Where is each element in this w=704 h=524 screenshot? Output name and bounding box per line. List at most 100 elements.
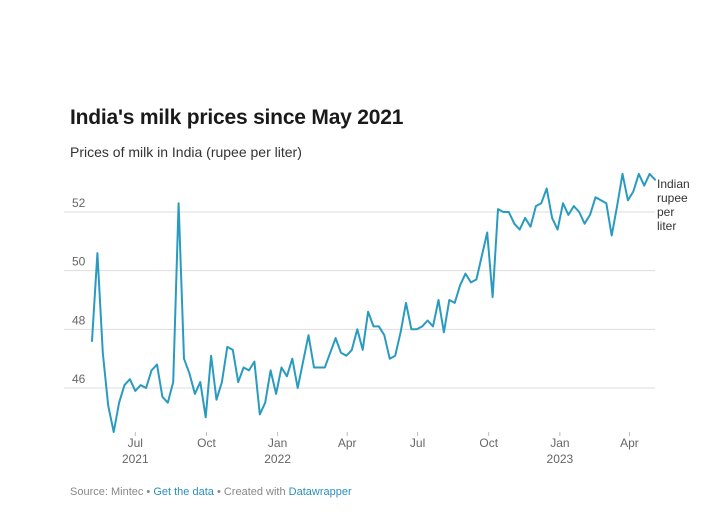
x-tick-label: Apr: [620, 436, 639, 450]
data-point: [502, 211, 504, 213]
get-data-link[interactable]: Get the data: [153, 486, 214, 498]
data-point: [145, 387, 147, 389]
data-point: [329, 352, 331, 354]
x-tick-label: Oct: [197, 436, 216, 450]
series-label: per: [657, 205, 674, 219]
series-label: Indian: [657, 177, 690, 191]
data-point: [432, 325, 434, 327]
data-point: [621, 173, 623, 175]
data-point: [464, 272, 466, 274]
x-tick-label: Apr: [338, 436, 357, 450]
data-point: [259, 413, 261, 415]
data-point: [546, 187, 548, 189]
data-point: [399, 331, 401, 333]
data-point: [410, 328, 412, 330]
data-point: [232, 349, 234, 351]
y-tick-label: 48: [72, 313, 86, 327]
created-with-text: • Created with: [213, 486, 289, 498]
data-point: [459, 284, 461, 286]
data-point: [562, 202, 564, 204]
data-point: [280, 366, 282, 368]
x-tick-label: Jan: [268, 436, 287, 450]
data-point: [513, 223, 515, 225]
x-tick-year-label: 2021: [122, 452, 149, 466]
data-point: [383, 334, 385, 336]
data-point: [172, 381, 174, 383]
data-point: [307, 334, 309, 336]
data-point: [91, 340, 93, 342]
data-point: [221, 381, 223, 383]
data-point: [134, 390, 136, 392]
data-point: [605, 202, 607, 204]
data-point: [529, 226, 531, 228]
data-point: [96, 252, 98, 254]
datawrapper-link[interactable]: Datawrapper: [288, 486, 352, 498]
x-tick-label: Jan: [550, 436, 569, 450]
y-tick-label: 46: [72, 372, 86, 386]
data-point: [611, 234, 613, 236]
data-point: [318, 366, 320, 368]
data-point: [345, 355, 347, 357]
data-point: [454, 302, 456, 304]
data-point: [118, 402, 120, 404]
x-tick-label: Oct: [479, 436, 498, 450]
line-chart: 46 48 50 52 Jul 2021 Oct Jan 2022 Apr Jul Oct Jan 202…: [64, 172, 690, 466]
data-point: [535, 205, 537, 207]
x-tick-label: Jul: [410, 436, 425, 450]
data-point: [578, 211, 580, 213]
data-point: [600, 199, 602, 201]
data-point: [475, 278, 477, 280]
data-point: [188, 372, 190, 374]
data-point: [248, 369, 250, 371]
data-point: [264, 402, 266, 404]
data-point: [183, 358, 185, 360]
data-point: [638, 173, 640, 175]
data-point: [102, 352, 104, 354]
data-point: [210, 355, 212, 357]
data-point: [643, 184, 645, 186]
data-point: [394, 355, 396, 357]
chart-title: India's milk prices since May 2021: [70, 106, 404, 129]
data-point: [627, 199, 629, 201]
data-point: [340, 352, 342, 354]
y-tick-label: 52: [72, 196, 86, 210]
data-point: [491, 296, 493, 298]
data-point: [519, 228, 521, 230]
data-point: [140, 384, 142, 386]
data-point: [551, 217, 553, 219]
data-point: [616, 205, 618, 207]
data-point: [291, 358, 293, 360]
x-tick-label: Jul: [128, 436, 143, 450]
data-point: [421, 325, 423, 327]
data-point: [556, 228, 558, 230]
data-point: [497, 208, 499, 210]
data-point: [129, 378, 131, 380]
data-point: [107, 404, 109, 406]
data-point: [486, 231, 488, 233]
data-point: [470, 281, 472, 283]
data-point: [372, 325, 374, 327]
data-point: [123, 384, 125, 386]
data-point: [583, 223, 585, 225]
data-point: [215, 399, 217, 401]
data-point: [286, 375, 288, 377]
data-point: [194, 393, 196, 395]
data-point: [632, 190, 634, 192]
data-point: [378, 325, 380, 327]
data-point: [589, 214, 591, 216]
data-point: [594, 196, 596, 198]
data-point: [167, 402, 169, 404]
data-point: [508, 211, 510, 213]
data-point: [481, 255, 483, 257]
data-point: [567, 214, 569, 216]
data-point: [654, 179, 656, 181]
data-point: [416, 328, 418, 330]
data-point: [253, 360, 255, 362]
chart-subtitle: Prices of milk in India (rupee per liter…: [70, 144, 302, 160]
x-tick-year-label: 2023: [547, 452, 574, 466]
series-label: liter: [657, 219, 676, 233]
data-point: [297, 387, 299, 389]
data-point: [367, 311, 369, 313]
data-point: [405, 302, 407, 304]
data-point: [351, 349, 353, 351]
